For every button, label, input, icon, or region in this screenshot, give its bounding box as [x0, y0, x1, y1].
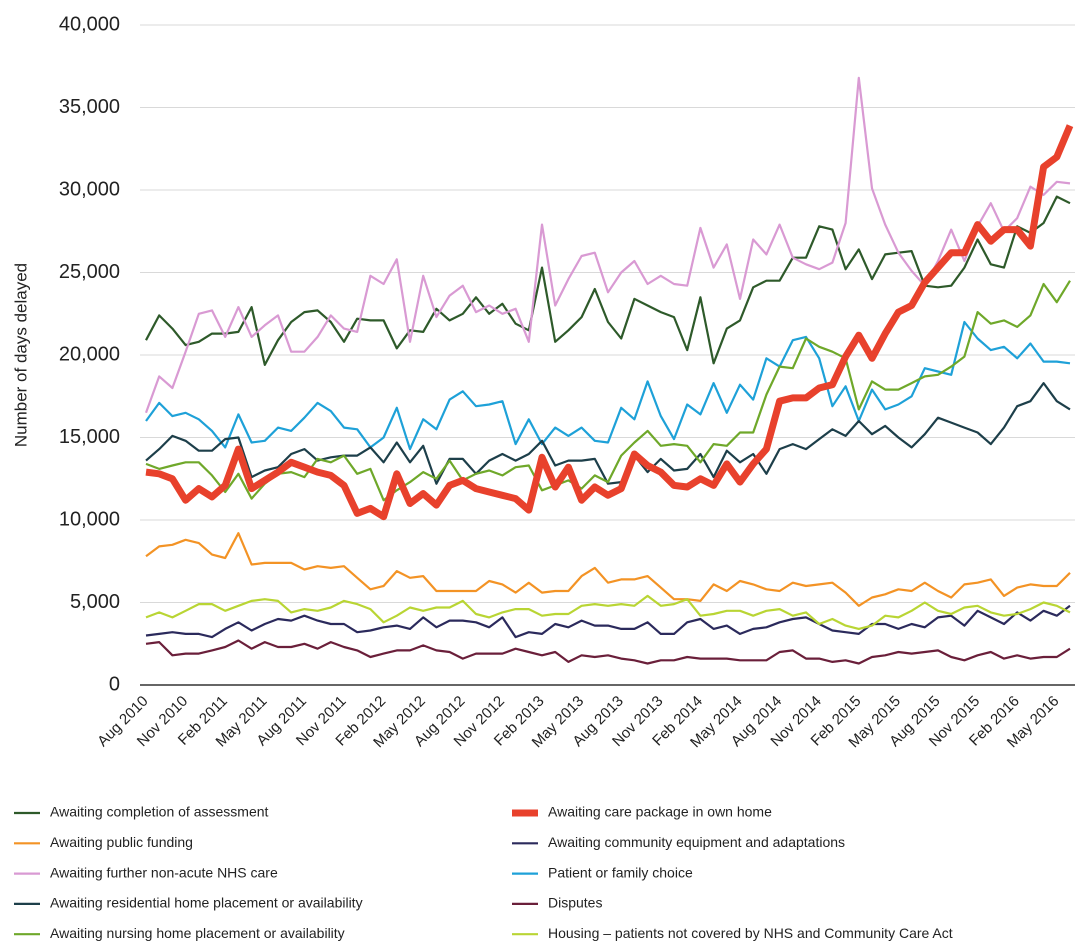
y-tick-label: 20,000 — [59, 343, 120, 365]
y-axis-label: Number of days delayed — [11, 263, 30, 447]
legend-label: Awaiting nursing home placement or avail… — [50, 925, 345, 941]
y-tick-label: 10,000 — [59, 508, 120, 530]
y-tick-label: 35,000 — [59, 96, 120, 118]
series-line — [145, 382, 1071, 485]
legend-label: Awaiting care package in own home — [548, 804, 772, 820]
legend-label: Awaiting public funding — [50, 834, 193, 850]
legend-label: Patient or family choice — [548, 864, 693, 880]
y-tick-label: 25,000 — [59, 261, 120, 283]
series-line — [145, 124, 1074, 521]
y-tick-label: 5,000 — [70, 591, 120, 613]
y-tick-label: 30,000 — [59, 178, 120, 200]
series-line — [145, 604, 1071, 639]
y-tick-label: 15,000 — [59, 426, 120, 448]
legend-label: Disputes — [548, 895, 602, 911]
series-line — [145, 594, 1071, 630]
series-line — [144, 76, 1071, 414]
legend-label: Awaiting community equipment and adaptat… — [548, 834, 845, 850]
legend-label: Housing – patients not covered by NHS an… — [548, 925, 953, 941]
legend-label: Awaiting completion of assessment — [50, 804, 269, 820]
legend-label: Awaiting residential home placement or a… — [50, 895, 363, 911]
series-line — [145, 639, 1071, 665]
y-tick-label: 40,000 — [59, 13, 120, 35]
legend-label: Awaiting further non-acute NHS care — [50, 864, 278, 880]
y-tick-label: 0 — [109, 673, 120, 695]
series-line — [145, 532, 1071, 607]
series-line — [145, 280, 1071, 502]
series-line — [145, 195, 1071, 366]
series-line — [145, 320, 1071, 451]
